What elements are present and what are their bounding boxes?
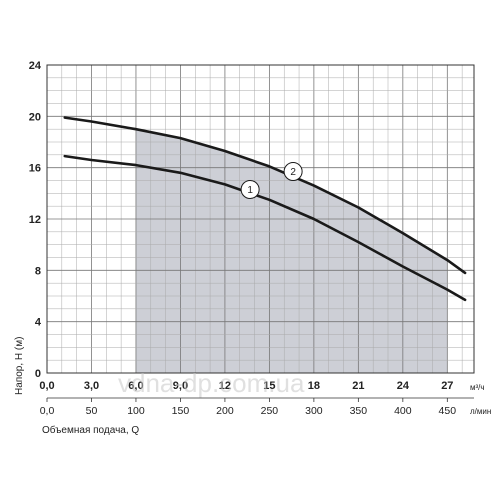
y-tick-label: 12: [29, 214, 41, 226]
operating-range-shade: [135, 129, 448, 373]
x-tick-bottom-label: 250: [261, 405, 279, 417]
x-axis-label: Объемная подача, Q: [42, 424, 139, 436]
x-tick-bottom-label: 450: [439, 405, 457, 417]
x-tick-top-label: 27: [441, 380, 453, 392]
shaded-region: [135, 129, 448, 373]
y-tick-label: 24: [29, 60, 42, 72]
series-line-1: [63, 154, 467, 302]
y-tick-label: 8: [35, 265, 41, 277]
x-tick-top-label: 21: [352, 380, 364, 392]
x-tick-bottom-label: 300: [305, 405, 323, 417]
y-tick-label: 20: [29, 111, 41, 123]
x-tick-top-label: 0,0: [39, 380, 54, 392]
grid: [46, 64, 475, 374]
curve-marker-2: [283, 162, 303, 182]
y-tick-label: 4: [35, 317, 42, 329]
x-tick-bottom-label: 0,0: [40, 405, 55, 417]
x-tick-bottom-label: 100: [127, 405, 145, 417]
watermark: vdna-dp.com.ua: [118, 368, 305, 398]
x-tick-top-label: 3,0: [84, 380, 99, 392]
curves: 12: [63, 116, 467, 302]
x-tick-top-label: 6,0: [128, 380, 143, 392]
curve-marker-label-2: 2: [290, 167, 296, 178]
curve-marker-1: [240, 179, 260, 199]
y-tick-label: 0: [35, 368, 41, 380]
y-axis-label: Напор, H (м): [14, 337, 25, 395]
x-tick-bottom-label: 350: [350, 405, 368, 417]
x-tick-bottom-label: 400: [394, 405, 412, 417]
x-tick-top-label: 24: [397, 380, 410, 392]
x-tick-top-label: 9,0: [173, 380, 188, 392]
x-tick-top-label: 18: [308, 380, 320, 392]
x-tick-bottom-label: 50: [86, 405, 98, 417]
plot-frame: [46, 64, 475, 374]
x-tick-top-label: 12: [219, 380, 231, 392]
x-unit-bottom: л/мин: [470, 407, 491, 416]
series-line-2: [63, 116, 467, 275]
curve-marker-label-1: 1: [247, 185, 253, 196]
x-tick-top-label: 15: [263, 380, 275, 392]
y-tick-label: 16: [29, 163, 41, 175]
x-tick-bottom-label: 200: [216, 405, 234, 417]
x-tick-bottom-label: 150: [172, 405, 190, 417]
x-unit-top: м³/ч: [470, 383, 485, 392]
